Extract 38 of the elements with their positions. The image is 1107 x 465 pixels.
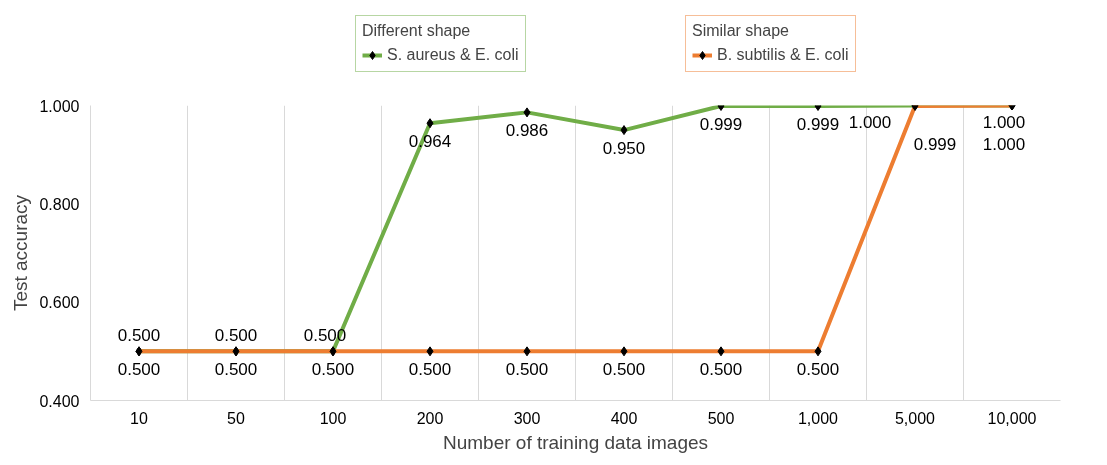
data-label: 0.500 (117, 326, 161, 346)
data-label: 0.500 (505, 360, 549, 380)
data-label: 0.950 (602, 139, 646, 159)
data-label: 0.500 (214, 360, 258, 380)
text: Different shape (362, 22, 471, 39)
x-tick-label: 10,000 (987, 409, 1037, 427)
data-label: 0.500 (311, 360, 355, 380)
data-label: 0.500 (796, 360, 840, 380)
data-label: 0.500 (408, 360, 452, 380)
y-axis-title: Test accuracy (10, 194, 32, 312)
y-tick-label: 0.600 (39, 294, 80, 312)
x-tick-label: 100 (319, 409, 347, 427)
text: Similar shape (692, 22, 789, 39)
y-tick-label: 0.400 (39, 392, 80, 410)
data-label: 0.999 (913, 134, 957, 154)
data-label: 0.500 (117, 360, 161, 380)
x-axis-title: Number of training data images (442, 431, 709, 453)
x-tick-label: 5,000 (894, 409, 936, 427)
data-label: 1.000 (982, 112, 1026, 132)
x-tick-label: 10 (130, 409, 148, 427)
data-label: 1.000 (982, 134, 1026, 154)
data-label: 0.500 (699, 360, 743, 380)
data-label: 0.999 (699, 114, 743, 134)
x-tick-label: 1,000 (797, 409, 839, 427)
data-label: 0.986 (505, 121, 549, 141)
data-label: 0.999 (796, 114, 840, 134)
legend-label: B. subtilis & E. coli (717, 46, 849, 64)
x-tick-label: 200 (416, 409, 444, 427)
legend-label: S. aureus & E. coli (387, 46, 519, 64)
data-label: 1.000 (848, 112, 892, 132)
x-tick-label: 400 (610, 409, 638, 427)
x-tick-label: 50 (227, 409, 245, 427)
y-tick-label: 1.000 (39, 97, 80, 115)
y-tick-label: 0.800 (39, 195, 80, 213)
data-label: 0.500 (214, 326, 258, 346)
x-tick-label: 500 (707, 409, 735, 427)
x-tick-label: 300 (513, 409, 541, 427)
data-label: 0.500 (602, 360, 646, 380)
